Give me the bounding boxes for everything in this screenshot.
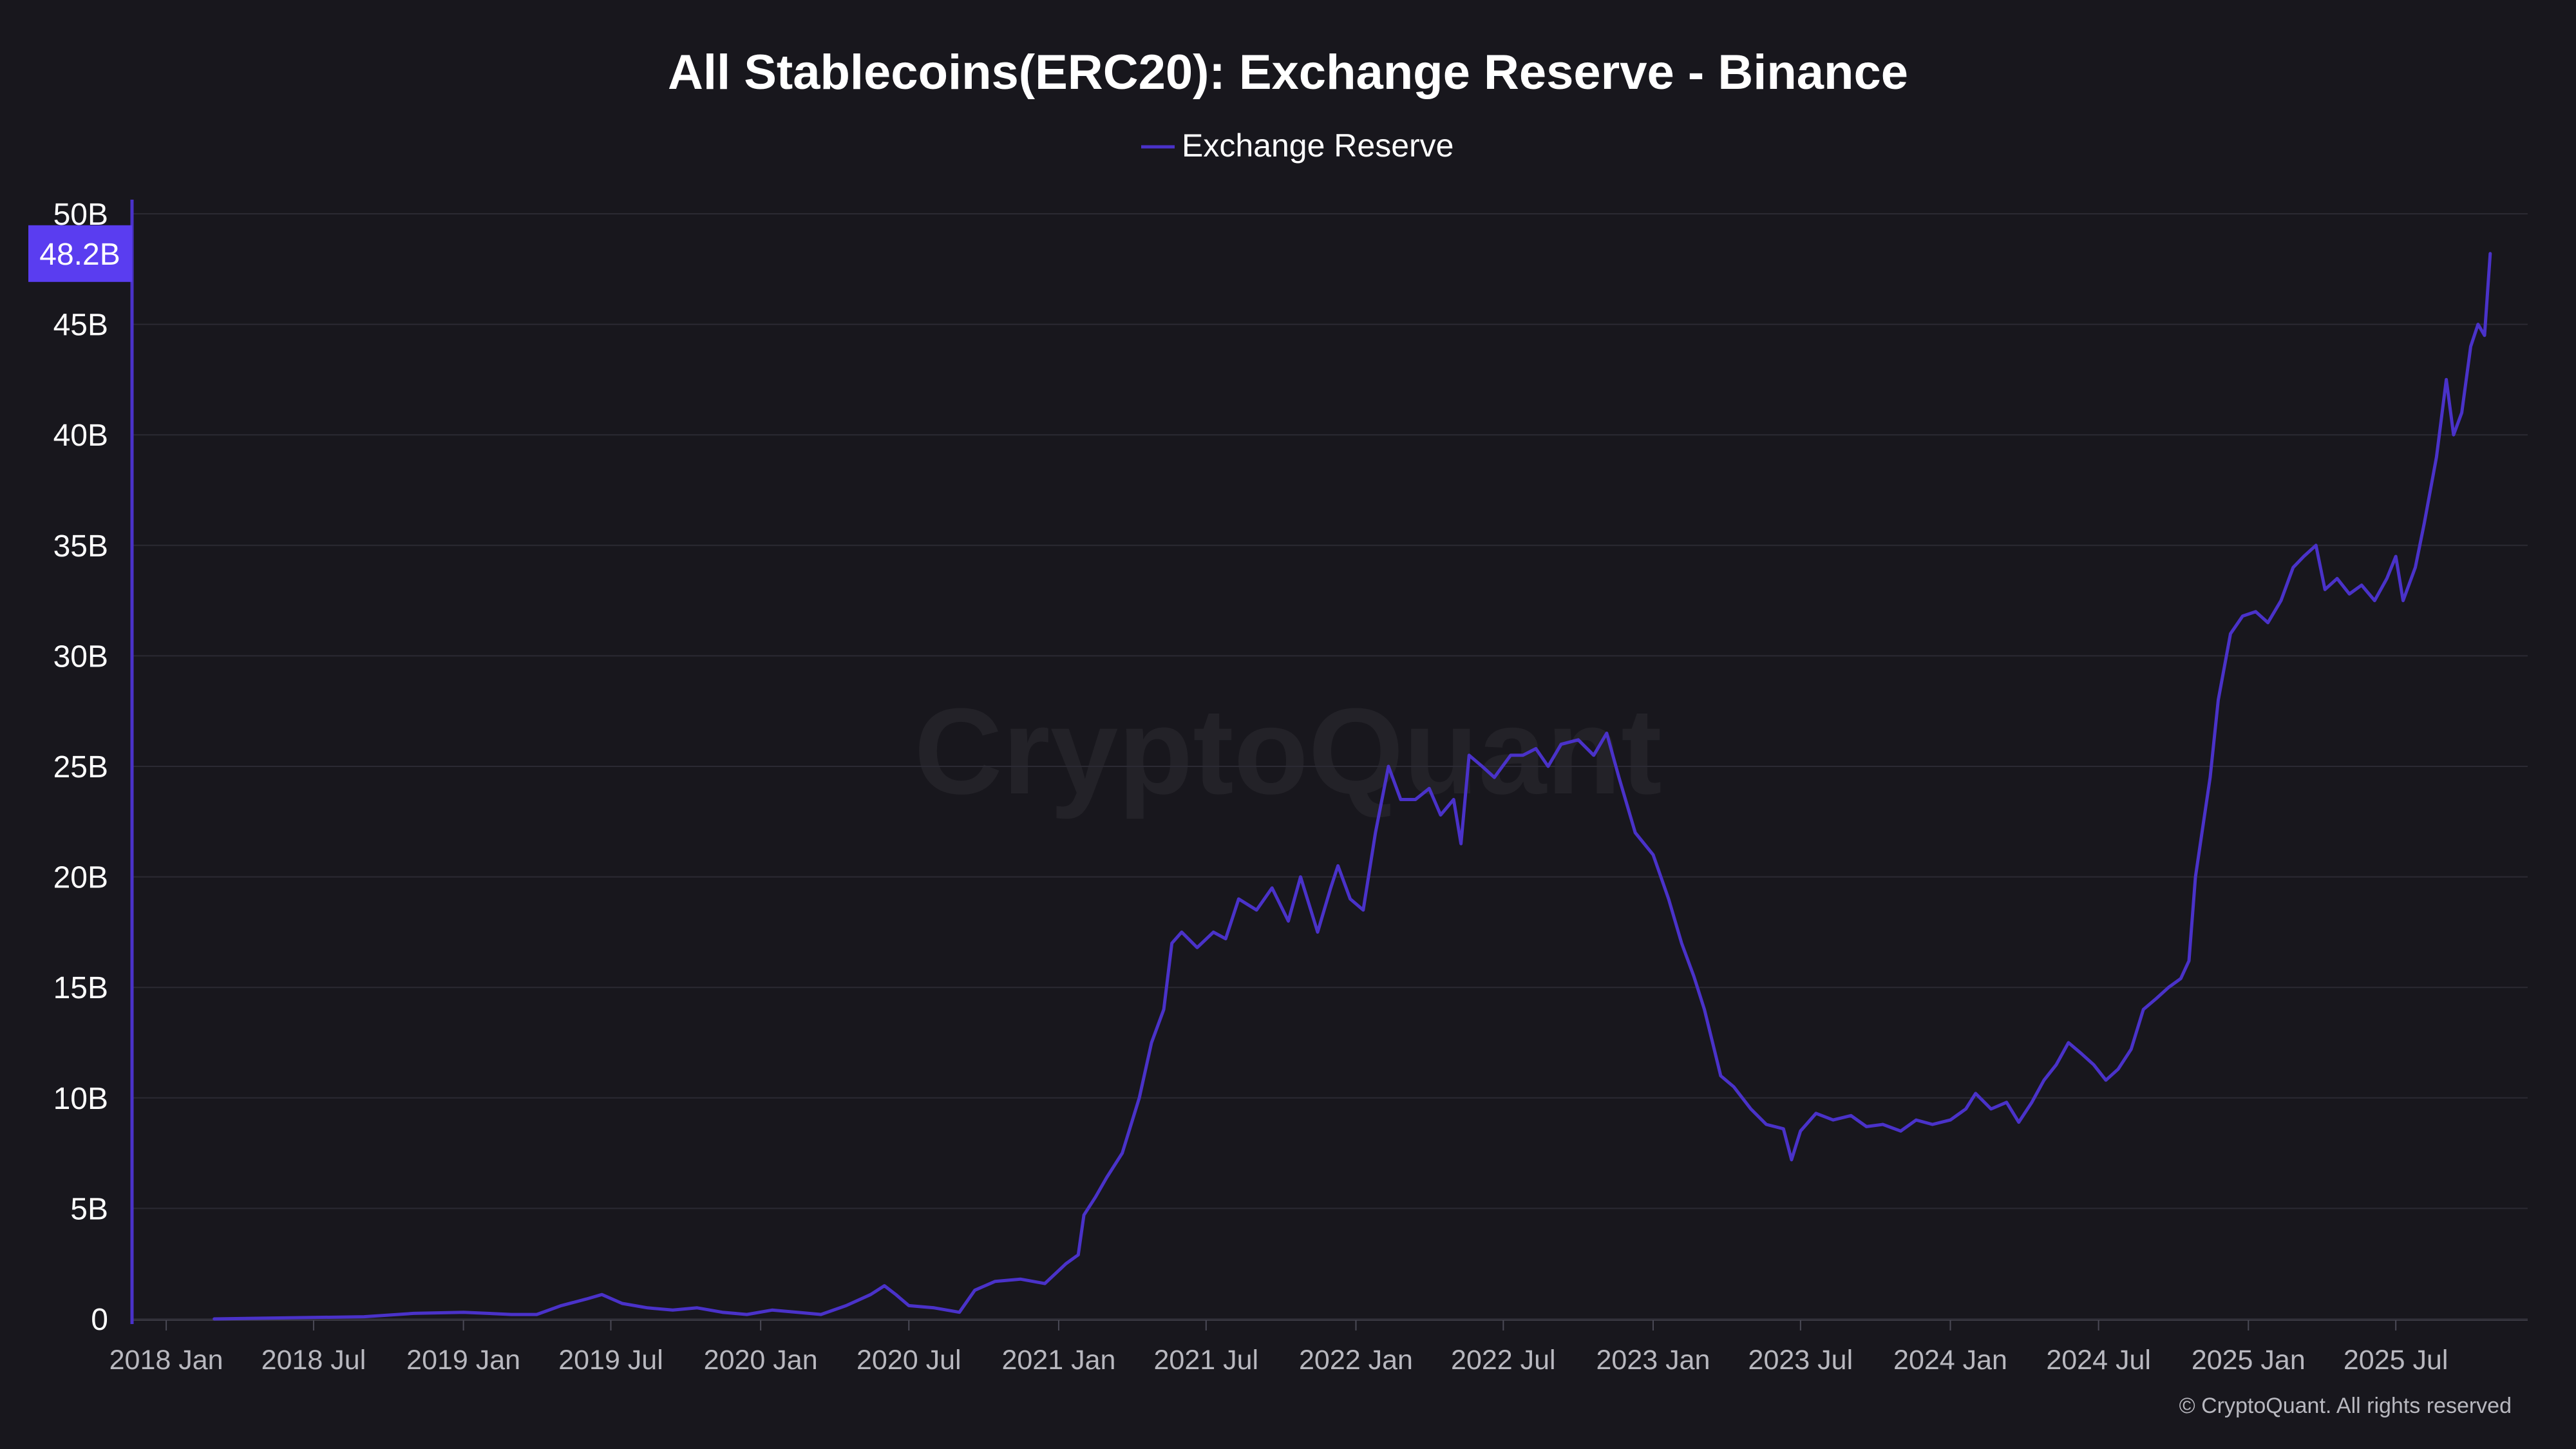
y-tick-label: 40B bbox=[53, 419, 108, 453]
x-tick-label: 2025 Jul bbox=[2344, 1345, 2448, 1376]
x-tick-label: 2021 Jul bbox=[1154, 1345, 1259, 1376]
y-tick-label: 30B bbox=[53, 639, 108, 674]
series-line-exchange-reserve[interactable] bbox=[213, 252, 2492, 1321]
gridlines bbox=[132, 213, 2528, 1320]
x-tick-label: 2019 Jul bbox=[558, 1345, 663, 1376]
x-tick-label: 2020 Jul bbox=[857, 1345, 961, 1376]
x-tick-label: 2022 Jul bbox=[1451, 1345, 1556, 1376]
current-value-badge: 48.2B bbox=[28, 225, 132, 282]
x-tick-label: 2020 Jan bbox=[704, 1345, 818, 1376]
legend[interactable]: Exchange Reserve bbox=[1141, 128, 1454, 164]
chart-title: All Stablecoins(ERC20): Exchange Reserve… bbox=[668, 45, 1908, 100]
x-axis: 2018 Jan 2018 Jul 2019 Jan 2019 Jul 2020 Jan… bbox=[109, 1320, 2528, 1376]
current-value-badge-label: 48.2B bbox=[39, 238, 120, 272]
y-tick-label: 0 bbox=[91, 1303, 108, 1337]
copyright-notice: © CryptoQuant. All rights reserved bbox=[2179, 1394, 2512, 1418]
legend-label: Exchange Reserve bbox=[1182, 128, 1454, 164]
watermark: CryptoQuant bbox=[914, 683, 1662, 820]
y-tick-label: 45B bbox=[53, 308, 108, 343]
series-group bbox=[213, 252, 2492, 1321]
x-tick-label: 2019 Jan bbox=[406, 1345, 520, 1376]
y-tick-label: 35B bbox=[53, 529, 108, 564]
x-tick-label: 2023 Jan bbox=[1596, 1345, 1710, 1376]
x-tick-label: 2018 Jul bbox=[261, 1345, 366, 1376]
x-tick-label: 2022 Jan bbox=[1299, 1345, 1413, 1376]
y-tick-label: 25B bbox=[53, 750, 108, 784]
x-tick-label: 2021 Jan bbox=[1001, 1345, 1115, 1376]
x-tick-label: 2018 Jan bbox=[109, 1345, 223, 1376]
y-tick-label: 15B bbox=[53, 971, 108, 1005]
current-value-badge-box bbox=[28, 225, 132, 282]
x-tick-label: 2024 Jul bbox=[2046, 1345, 2151, 1376]
x-tick-label: 2025 Jan bbox=[2192, 1345, 2306, 1376]
y-tick-label: 10B bbox=[53, 1082, 108, 1116]
x-tick-label: 2024 Jan bbox=[1893, 1345, 2007, 1376]
x-tick-label: 2023 Jul bbox=[1748, 1345, 1853, 1376]
y-tick-label: 5B bbox=[70, 1192, 108, 1226]
y-tick-label: 20B bbox=[53, 861, 108, 895]
